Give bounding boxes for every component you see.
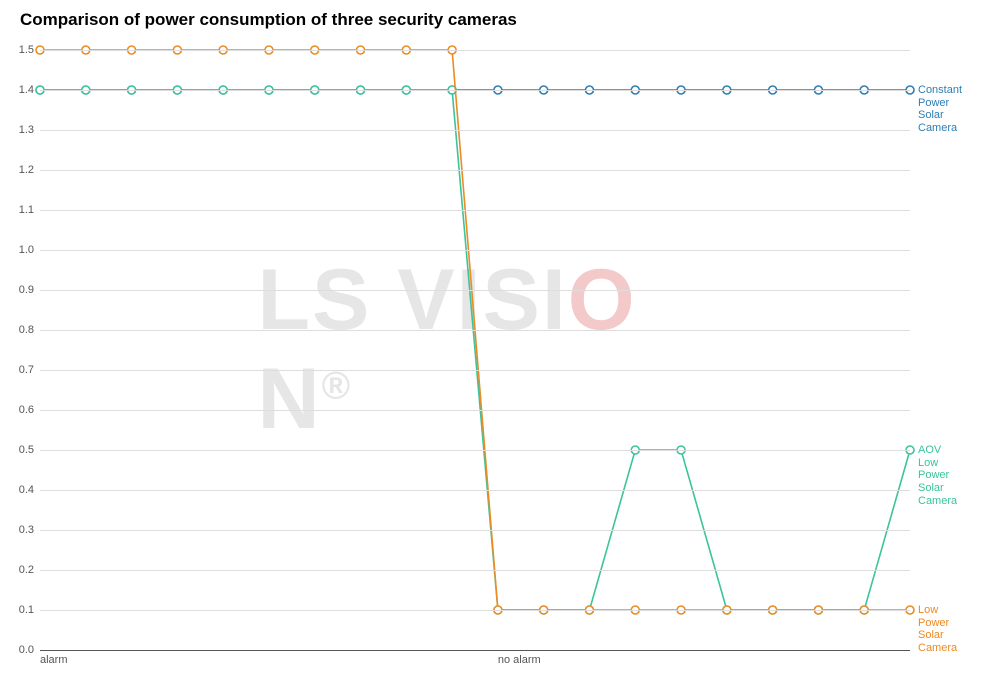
gridline	[40, 450, 910, 451]
y-tick-label: 0.9	[19, 284, 34, 296]
y-tick-label: 0.3	[19, 524, 34, 536]
chart-title: Comparison of power consumption of three…	[20, 10, 517, 30]
gridline	[40, 130, 910, 131]
y-tick-label: 0.8	[19, 324, 34, 336]
y-tick-label: 1.1	[19, 204, 34, 216]
y-tick-label: 0.4	[19, 484, 34, 496]
gridline	[40, 50, 910, 51]
gridline	[40, 370, 910, 371]
gridline	[40, 570, 910, 571]
plot-area: LS VISION® 0.00.10.20.30.40.50.60.70.80.…	[40, 50, 910, 650]
gridline	[40, 490, 910, 491]
y-tick-label: 1.2	[19, 164, 34, 176]
y-tick-label: 1.4	[19, 84, 34, 96]
y-tick-label: 0.7	[19, 364, 34, 376]
y-tick-label: 0.0	[19, 644, 34, 656]
y-tick-label: 1.0	[19, 244, 34, 256]
y-tick-label: 1.5	[19, 44, 34, 56]
series-line-aov-low-power	[40, 90, 910, 610]
gridline	[40, 290, 910, 291]
series-label-constant-power: Constant Power Solar Camera	[918, 84, 992, 135]
x-tick-label: no alarm	[498, 654, 541, 666]
chart-svg	[40, 50, 910, 650]
series-label-low-power: Low Power Solar Camera	[918, 604, 992, 655]
gridline	[40, 610, 910, 611]
y-tick-label: 0.5	[19, 444, 34, 456]
x-axis-line	[40, 650, 910, 651]
y-tick-label: 0.1	[19, 604, 34, 616]
y-tick-label: 1.3	[19, 124, 34, 136]
gridline	[40, 250, 910, 251]
y-tick-label: 0.6	[19, 404, 34, 416]
gridline	[40, 90, 910, 91]
gridline	[40, 170, 910, 171]
gridline	[40, 330, 910, 331]
y-tick-label: 0.2	[19, 564, 34, 576]
x-tick-label: alarm	[40, 654, 68, 666]
gridline	[40, 410, 910, 411]
gridline	[40, 530, 910, 531]
gridline	[40, 210, 910, 211]
series-label-aov-low-power: AOV Low Power Solar Camera	[918, 444, 992, 507]
